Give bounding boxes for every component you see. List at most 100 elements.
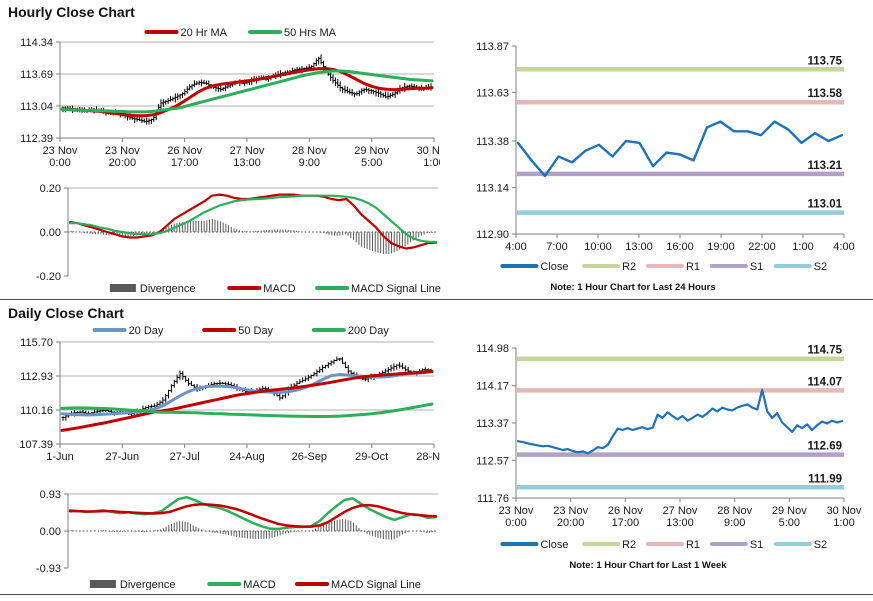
hourly-pivot-note: Note: 1 Hour Chart for Last 24 Hours	[550, 282, 716, 293]
svg-text:0.20: 0.20	[40, 183, 61, 195]
svg-text:26-Sep: 26-Sep	[292, 451, 327, 463]
hourly-price-series-20-hr-ma	[60, 67, 434, 118]
svg-text:113.04: 113.04	[20, 101, 53, 113]
svg-text:27 Nov: 27 Nov	[663, 505, 698, 517]
hourly-pivot-legend: Close R2 R1 S1 S2	[500, 261, 827, 273]
hourly-pivot-y-axis: 113.87 113.63 113.38 113.14 112.90	[476, 41, 516, 241]
svg-text:200 Day: 200 Day	[348, 325, 389, 337]
svg-text:R2: R2	[622, 261, 636, 273]
svg-text:R1: R1	[686, 261, 700, 273]
svg-text:R2: R2	[622, 539, 636, 551]
svg-text:23 Nov: 23 Nov	[553, 505, 588, 517]
svg-text:111.76: 111.76	[477, 493, 509, 505]
daily-price-legend: 20 Day 50 Day 200 Day	[92, 325, 389, 337]
svg-text:5:00: 5:00	[779, 517, 800, 529]
hourly-section-title: Hourly Close Chart	[8, 4, 135, 20]
daily-macd-chart: 0.93 0.00 -0.93 Divergence MACD MACD Signal L…	[36, 489, 438, 590]
daily-macd-legend: Divergence MACD MACD Signal Line	[89, 579, 421, 590]
svg-text:50 Day: 50 Day	[238, 325, 273, 337]
svg-text:4:00: 4:00	[505, 241, 526, 253]
svg-text:S2: S2	[814, 261, 827, 273]
svg-text:20:00: 20:00	[109, 157, 137, 169]
svg-text:9:00: 9:00	[724, 517, 745, 529]
svg-text:113.75: 113.75	[807, 55, 842, 67]
daily-price-series-200-day	[60, 402, 434, 418]
hourly-price-series-50-hrs-ma	[60, 69, 434, 114]
svg-text:24-Aug: 24-Aug	[229, 451, 264, 463]
svg-text:29 Nov: 29 Nov	[772, 505, 807, 517]
svg-text:114.07: 114.07	[807, 376, 842, 388]
svg-text:23 Nov: 23 Nov	[499, 505, 534, 517]
svg-text:19:00: 19:00	[707, 241, 735, 253]
svg-text:Close: Close	[540, 539, 568, 551]
svg-text:17:00: 17:00	[171, 157, 199, 169]
svg-text:115.70: 115.70	[20, 337, 53, 349]
svg-text:7:00: 7:00	[546, 241, 567, 253]
svg-text:26 Nov: 26 Nov	[167, 145, 202, 157]
svg-text:112.57: 112.57	[476, 455, 509, 467]
svg-text:113.63: 113.63	[476, 88, 509, 100]
hourly-price-y-axis: 114.34 113.69 113.04 112.39	[20, 37, 60, 145]
hourly-pivot-plot	[515, 46, 844, 235]
svg-text:-0.93: -0.93	[36, 563, 61, 575]
svg-text:13:00: 13:00	[233, 157, 261, 169]
svg-text:27-Jul: 27-Jul	[170, 451, 200, 463]
daily-pivot-legend: Close R2 R1 S1 S2	[500, 539, 827, 551]
svg-text:30 Nov: 30 Nov	[827, 505, 862, 517]
svg-text:29-Oct: 29-Oct	[355, 451, 388, 463]
svg-text:28 Nov: 28 Nov	[717, 505, 752, 517]
svg-text:R1: R1	[686, 539, 700, 551]
svg-text:20 Day: 20 Day	[129, 325, 164, 337]
svg-text:113.69: 113.69	[20, 69, 53, 81]
svg-text:28-Nov: 28-Nov	[416, 451, 440, 463]
daily-price-y-axis: 115.70 112.93 110.16 107.39	[19, 337, 60, 451]
svg-text:0:00: 0:00	[49, 157, 70, 169]
svg-text:0:00: 0:00	[505, 517, 526, 529]
svg-text:113.38: 113.38	[476, 136, 509, 148]
svg-text:5:00: 5:00	[361, 157, 382, 169]
svg-text:16:00: 16:00	[666, 241, 694, 253]
svg-text:28 Nov: 28 Nov	[292, 145, 327, 157]
svg-text:114.34: 114.34	[20, 37, 53, 49]
daily-pivot-plot	[515, 348, 844, 499]
svg-text:23 Nov: 23 Nov	[43, 145, 78, 157]
svg-text:112.90: 112.90	[476, 229, 509, 241]
svg-text:MACD Signal Line: MACD Signal Line	[351, 283, 441, 295]
svg-text:30 Nov: 30 Nov	[417, 145, 440, 157]
daily-price-x-axis: 1-Jun 27-Jun 27-Jul 24-Aug 26-Sep 29-Oct 28-No…	[46, 444, 440, 463]
svg-text:0.00: 0.00	[40, 227, 61, 239]
svg-text:1:00: 1:00	[423, 157, 440, 169]
hourly-price-legend: 20 Hr MA 50 Hrs MA	[144, 27, 337, 39]
hourly-macd-series-divergence	[70, 218, 436, 254]
daily-macd-series-macd-signal-line	[68, 503, 438, 528]
daily-macd-series-divergence	[70, 519, 436, 540]
svg-text:0.00: 0.00	[40, 526, 61, 538]
svg-text:Divergence: Divergence	[140, 283, 196, 295]
svg-text:112.93: 112.93	[20, 371, 53, 383]
svg-text:113.21: 113.21	[807, 160, 842, 172]
svg-text:10:00: 10:00	[584, 241, 612, 253]
svg-text:1:00: 1:00	[833, 517, 854, 529]
hourly-pivot-series-close	[516, 120, 844, 178]
daily-pivot-series-close	[516, 388, 844, 455]
section-divider	[0, 299, 873, 300]
svg-text:110.16: 110.16	[20, 405, 53, 417]
svg-text:27 Nov: 27 Nov	[230, 145, 265, 157]
hourly-pivot-levels: 113.75 113.58 113.21 113.01	[517, 55, 844, 215]
svg-text:112.69: 112.69	[807, 441, 842, 453]
svg-text:114.75: 114.75	[807, 345, 842, 357]
svg-text:13:00: 13:00	[625, 241, 653, 253]
svg-text:9:00: 9:00	[299, 157, 320, 169]
svg-text:-0.20: -0.20	[36, 271, 61, 283]
svg-text:S1: S1	[750, 539, 763, 551]
svg-text:111.99: 111.99	[808, 473, 842, 485]
svg-text:13:00: 13:00	[666, 517, 694, 529]
svg-text:20 Hr MA: 20 Hr MA	[181, 27, 228, 39]
svg-text:Close: Close	[540, 261, 568, 273]
svg-text:26 Nov: 26 Nov	[608, 505, 643, 517]
bottom-divider	[0, 594, 873, 595]
